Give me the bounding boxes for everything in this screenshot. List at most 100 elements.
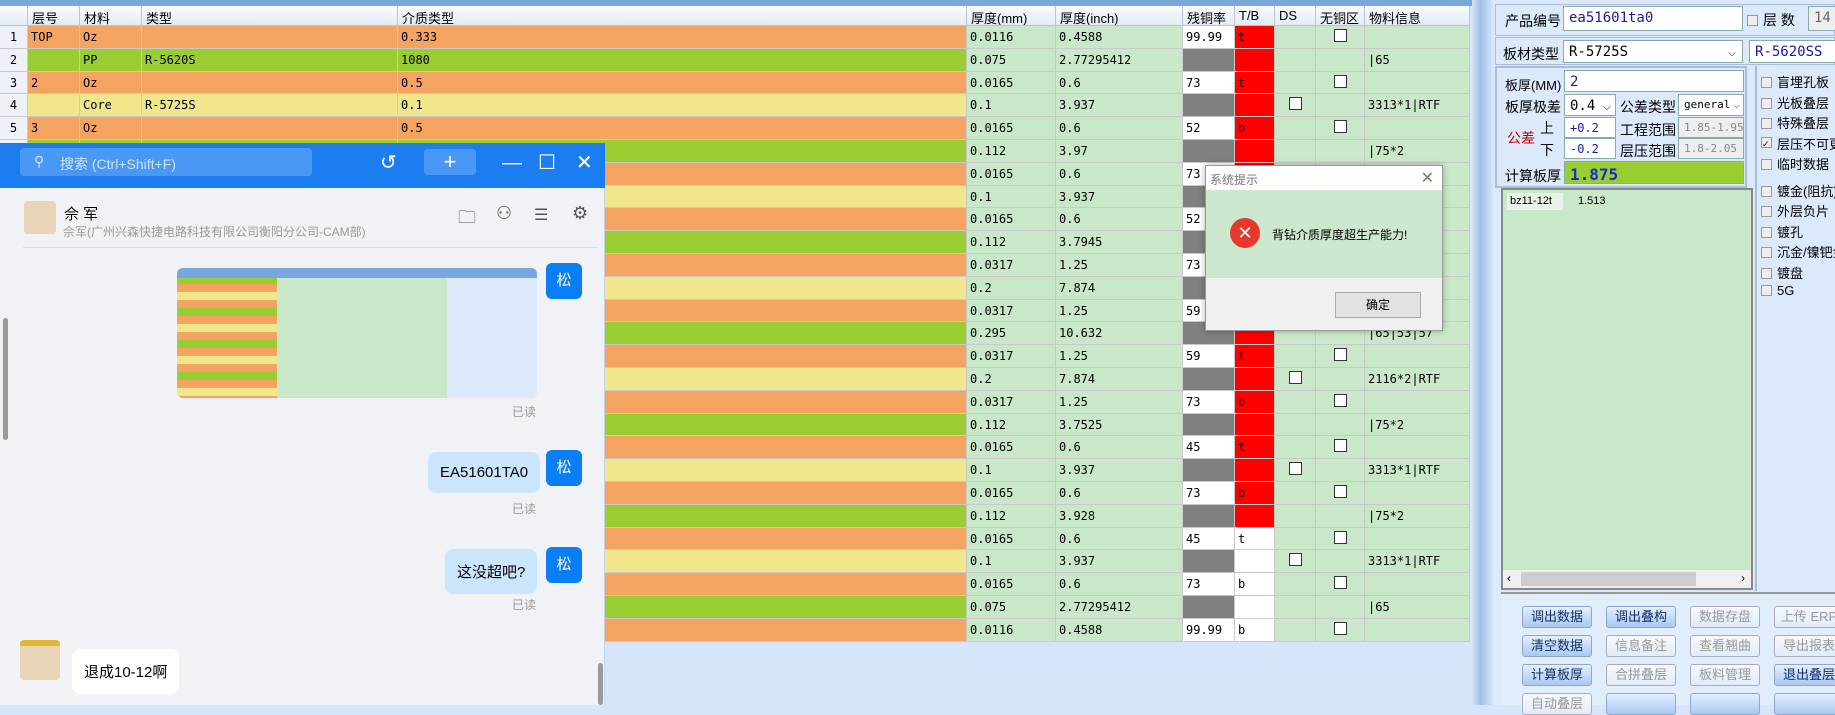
checkbox[interactable] <box>1333 74 1347 88</box>
residual-copper-cell[interactable] <box>1183 48 1235 72</box>
lower-input[interactable]: -0.2 <box>1564 138 1616 159</box>
tb-cell[interactable]: b <box>1235 117 1275 140</box>
ds-cell[interactable] <box>1275 436 1316 460</box>
thickness-inch-cell[interactable]: 3.937 <box>1056 185 1183 209</box>
thickness-mm-cell[interactable]: 0.1 <box>967 185 1056 209</box>
residual-copper-cell[interactable]: 52 <box>1183 117 1235 140</box>
thickness-input[interactable]: 2 <box>1564 70 1744 92</box>
thickness-mm-cell[interactable]: 0.1 <box>967 550 1056 574</box>
no-copper-cell[interactable] <box>1316 573 1365 596</box>
checkbox[interactable] <box>1333 348 1347 362</box>
tb-cell[interactable]: t <box>1235 527 1275 551</box>
column-header[interactable]: DS <box>1275 6 1316 26</box>
material-info-cell[interactable] <box>1365 482 1470 505</box>
checkbox[interactable] <box>1333 120 1347 134</box>
thickness-inch-cell[interactable]: 1.25 <box>1056 299 1183 323</box>
residual-copper-cell[interactable]: 45 <box>1183 436 1235 460</box>
material-info-cell[interactable]: |75*2 <box>1365 504 1470 528</box>
no-copper-cell[interactable] <box>1316 390 1365 414</box>
option-checkbox[interactable]: 沉金/镍钯金 <box>1761 242 1835 261</box>
material-info-cell[interactable] <box>1365 345 1470 368</box>
tb-cell[interactable] <box>1235 413 1275 437</box>
ok-button[interactable]: 确定 <box>1335 292 1421 318</box>
ds-cell[interactable] <box>1275 140 1316 163</box>
my-avatar[interactable]: 松 <box>546 263 582 299</box>
column-header[interactable]: 类型 <box>142 6 398 26</box>
scroll-right-icon[interactable]: › <box>1741 571 1745 585</box>
layer-cell[interactable] <box>28 48 80 72</box>
action-button[interactable] <box>1606 693 1676 715</box>
residual-copper-cell[interactable] <box>1183 550 1235 574</box>
checkbox[interactable] <box>1333 485 1347 498</box>
thickness-inch-cell[interactable]: 1.25 <box>1056 345 1183 368</box>
no-copper-cell[interactable] <box>1316 26 1365 49</box>
tolerance-select[interactable]: 0.4 ⌵ <box>1564 94 1616 116</box>
tb-cell[interactable] <box>1235 48 1275 72</box>
search-input[interactable]: ⚲ 搜索 (Ctrl+Shift+F) <box>20 148 312 176</box>
ds-cell[interactable] <box>1275 71 1316 95</box>
thickness-mm-cell[interactable]: 0.0116 <box>967 26 1056 49</box>
tb-cell[interactable]: t <box>1235 71 1275 95</box>
ds-cell[interactable] <box>1275 550 1316 574</box>
column-header[interactable]: 层号 <box>28 6 80 26</box>
tb-cell[interactable]: t <box>1235 436 1275 460</box>
option-checkbox[interactable]: 光板叠层 <box>1761 93 1829 112</box>
thickness-inch-cell[interactable]: 3.937 <box>1056 550 1183 574</box>
tb-cell[interactable] <box>1235 368 1275 391</box>
residual-copper-cell[interactable]: 45 <box>1183 527 1235 551</box>
material-info-cell[interactable] <box>1365 117 1470 140</box>
layer-cell[interactable] <box>28 94 80 118</box>
checkbox[interactable] <box>1333 530 1347 544</box>
no-copper-cell[interactable] <box>1316 345 1365 368</box>
no-copper-cell[interactable] <box>1316 413 1365 437</box>
checkbox[interactable] <box>1288 553 1302 567</box>
dielectric-cell[interactable]: 0.5 <box>398 71 967 95</box>
tb-cell[interactable]: b <box>1235 618 1275 642</box>
thickness-inch-cell[interactable]: 0.6 <box>1056 162 1183 186</box>
material-info-cell[interactable] <box>1365 390 1470 414</box>
action-button[interactable]: 数据存盘 <box>1690 606 1760 628</box>
ds-cell[interactable] <box>1275 413 1316 437</box>
option-checkbox[interactable]: ✓ 层压不可更改 <box>1761 134 1835 153</box>
layer-cell[interactable]: TOP <box>28 26 80 49</box>
dielectric-cell[interactable]: 0.333 <box>398 26 967 49</box>
add-member-icon[interactable]: ⚇ <box>496 203 513 223</box>
thickness-mm-cell[interactable]: 0.0317 <box>967 254 1056 277</box>
material-info-cell[interactable] <box>1365 527 1470 551</box>
tb-cell[interactable]: b <box>1235 482 1275 505</box>
dielectric-cell[interactable]: 0.5 <box>398 117 967 140</box>
tb-cell[interactable] <box>1235 94 1275 118</box>
add-button[interactable]: + <box>424 149 476 175</box>
thickness-inch-cell[interactable]: 7.874 <box>1056 368 1183 391</box>
ds-cell[interactable] <box>1275 48 1316 72</box>
action-button[interactable]: 导出报表 <box>1774 635 1835 657</box>
thickness-mm-cell[interactable]: 0.075 <box>967 596 1056 619</box>
option-checkbox[interactable]: 镀盘 <box>1761 263 1803 282</box>
thickness-inch-cell[interactable]: 3.937 <box>1056 459 1183 482</box>
option-checkbox[interactable]: 镀金(阻抗) <box>1761 181 1835 200</box>
material-cell[interactable]: Core <box>80 94 142 118</box>
column-header[interactable]: 材料 <box>80 6 142 26</box>
material2-input[interactable]: R-5620SS <box>1749 40 1835 63</box>
option-checkbox[interactable]: 外层负片 <box>1761 201 1829 220</box>
material-info-cell[interactable] <box>1365 71 1470 95</box>
tb-cell[interactable] <box>1235 140 1275 163</box>
thickness-inch-cell[interactable]: 0.6 <box>1056 573 1183 596</box>
close-icon[interactable]: ✕ <box>1420 170 1434 187</box>
contact-avatar[interactable] <box>20 640 60 680</box>
scrollbar[interactable] <box>3 318 8 440</box>
column-header[interactable]: 厚度(inch) <box>1056 6 1183 26</box>
tb-cell[interactable] <box>1235 550 1275 574</box>
thickness-mm-cell[interactable]: 0.112 <box>967 140 1056 163</box>
thickness-mm-cell[interactable]: 0.075 <box>967 48 1056 72</box>
thickness-inch-cell[interactable]: 0.6 <box>1056 482 1183 505</box>
material-info-cell[interactable]: |65 <box>1365 596 1470 619</box>
thickness-mm-cell[interactable]: 0.0317 <box>967 390 1056 414</box>
residual-copper-cell[interactable]: 59 <box>1183 345 1235 368</box>
action-button[interactable] <box>1690 693 1760 715</box>
checkbox[interactable] <box>1333 576 1347 590</box>
ds-cell[interactable] <box>1275 94 1316 118</box>
thickness-mm-cell[interactable]: 0.0165 <box>967 527 1056 551</box>
column-header[interactable] <box>0 6 28 26</box>
residual-copper-cell[interactable]: 99.99 <box>1183 26 1235 49</box>
